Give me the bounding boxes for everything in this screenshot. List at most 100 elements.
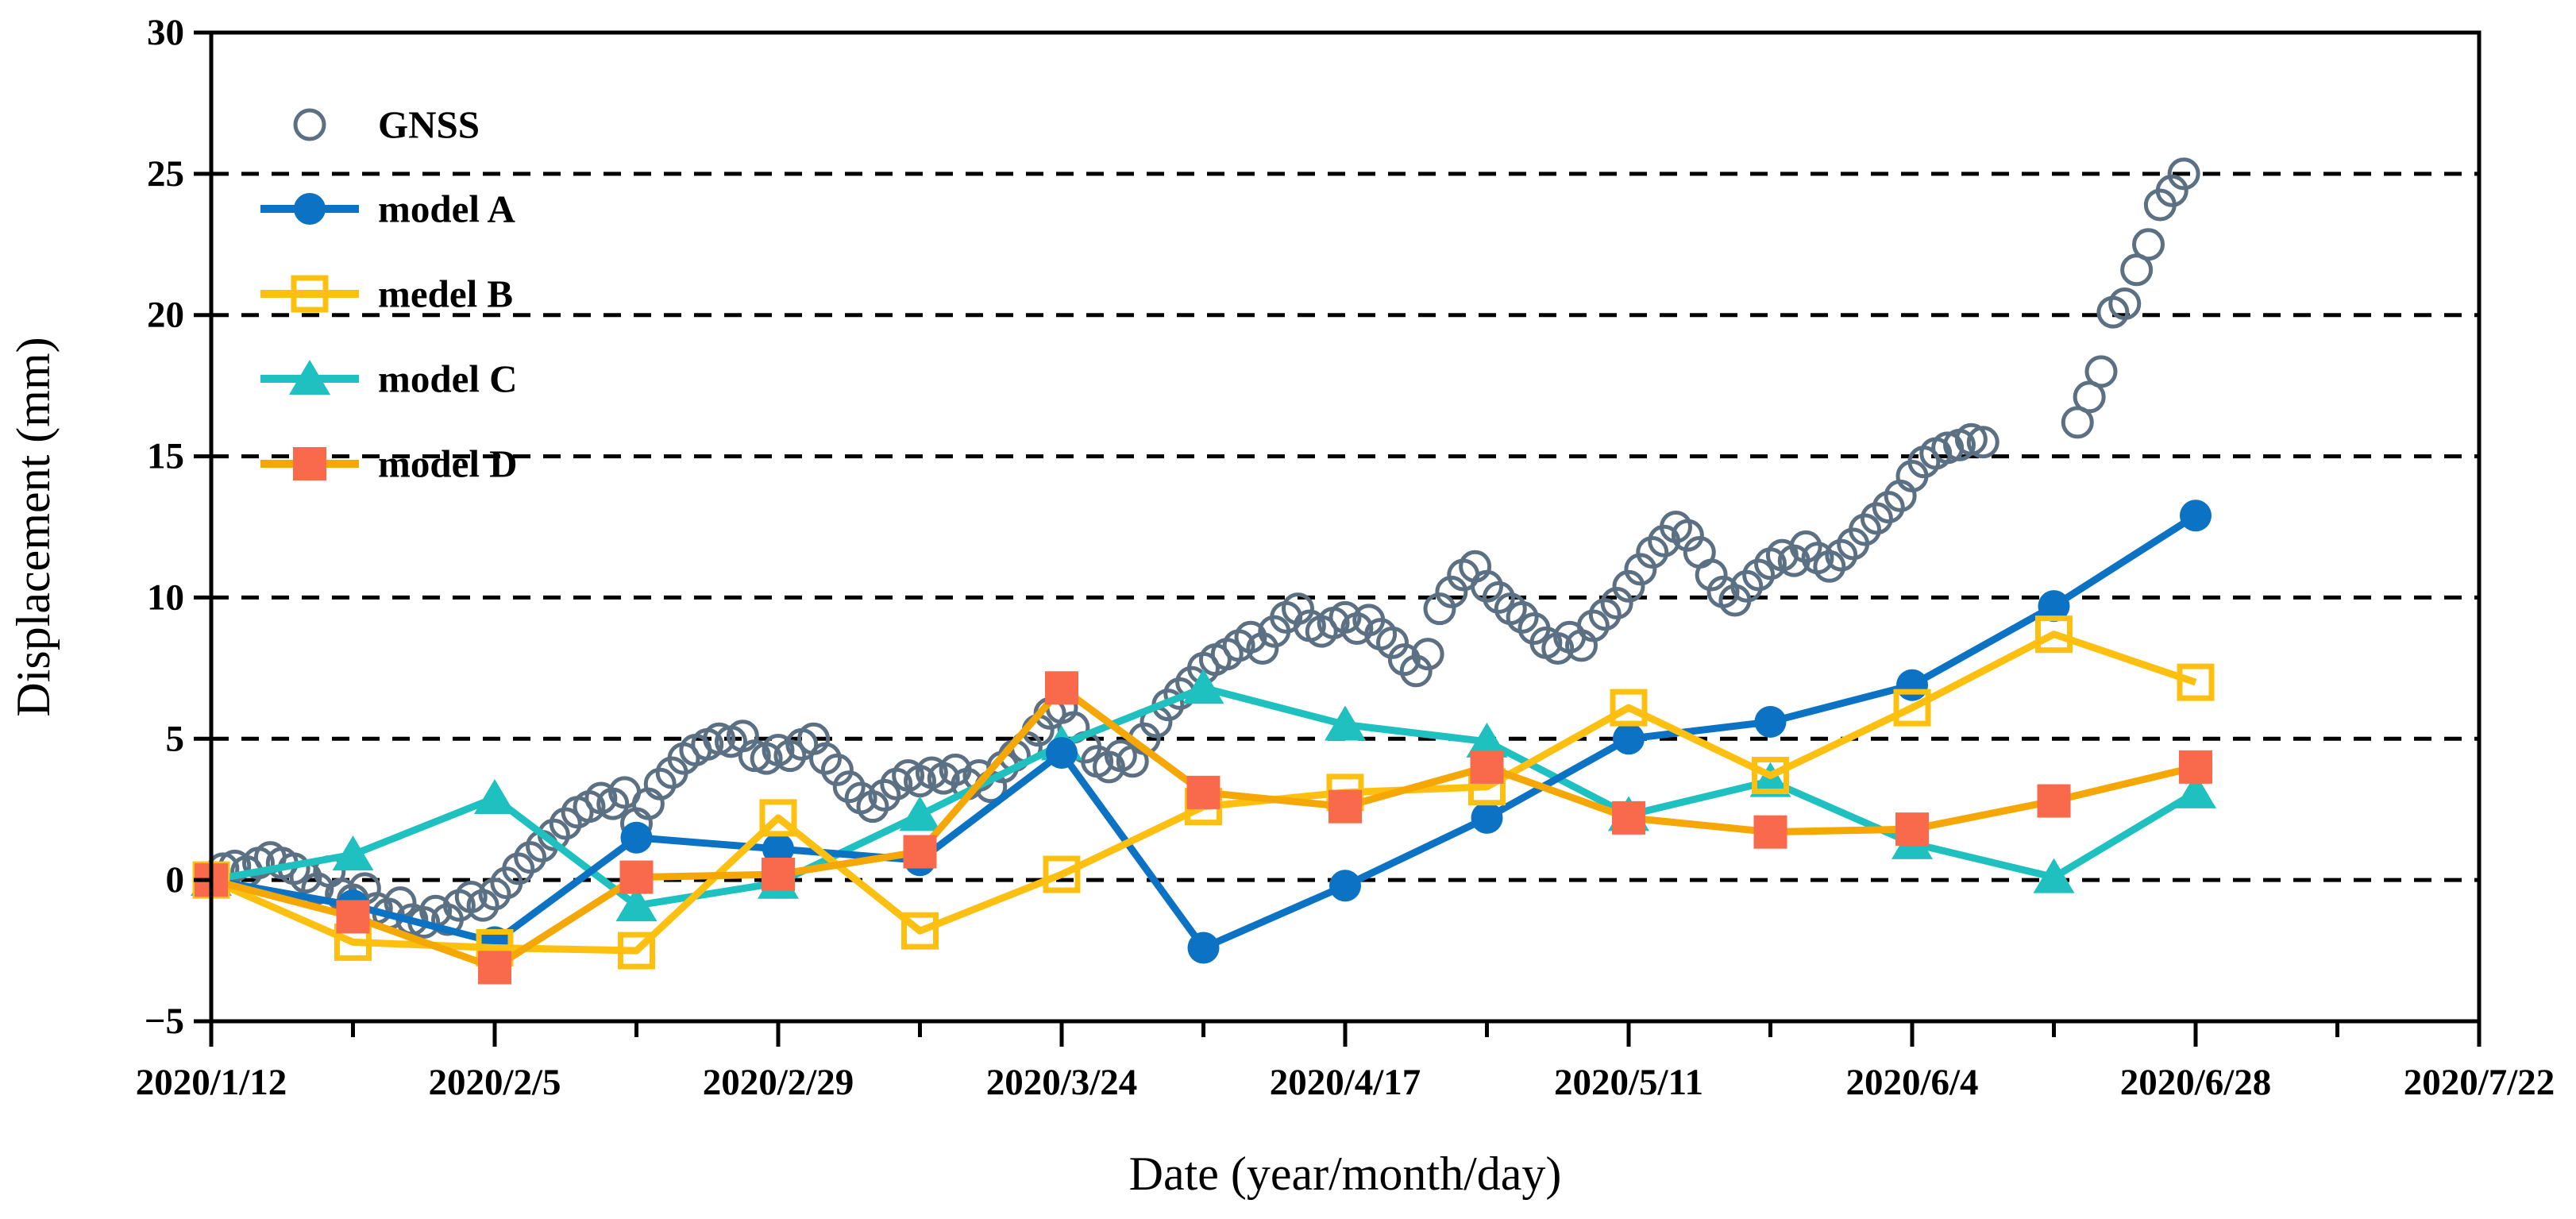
square-marker (762, 858, 795, 892)
triangle-marker (2033, 858, 2075, 893)
square-marker (1612, 800, 1645, 835)
legend-label: model C (378, 357, 518, 401)
gnss-point-marker (1282, 592, 1314, 626)
gnss-point-marker (1435, 575, 1468, 608)
gnss-point-marker (1730, 569, 1764, 603)
legend-label: model D (378, 442, 518, 486)
gnss-point-marker (1600, 587, 1633, 620)
gnss-point-marker (1966, 426, 1999, 459)
y-tick-label: 15 (147, 436, 184, 477)
gnss-point-marker (1624, 553, 1657, 586)
square-marker (2179, 750, 2212, 784)
legend: GNSS model A medel B model C model D (260, 103, 518, 486)
gnss-point-marker (2167, 157, 2200, 191)
open-square-marker (291, 275, 329, 313)
legend-item-medel-b: medel B (260, 272, 513, 316)
circle-marker (1613, 723, 1645, 755)
triangle-marker (1182, 669, 1224, 704)
x-tick-label: 2020/7/22 (2404, 1062, 2555, 1103)
y-tick-label: 20 (147, 295, 184, 336)
gnss-point-marker (1849, 513, 1881, 546)
gnss-point-marker (2155, 174, 2188, 207)
gnss-point-marker (1742, 558, 1776, 592)
gnss-point-marker (703, 722, 736, 755)
gnss-point-marker (596, 787, 630, 820)
circle-marker (1329, 870, 1361, 902)
gnss-point-marker (1954, 422, 1988, 456)
gnss-point-marker (1576, 609, 1610, 642)
x-tick-label: 2020/1/12 (136, 1062, 287, 1103)
gnss-point-marker (1789, 530, 1822, 563)
triangle-marker (2175, 773, 2216, 808)
gnss-point-marker (1636, 536, 1669, 569)
triangle-marker (1749, 762, 1791, 797)
triangle-marker (474, 778, 515, 814)
triangle-marker (289, 360, 330, 395)
y-tick-label: 10 (147, 577, 184, 618)
gnss-point-marker (478, 878, 511, 911)
series-model-d (195, 671, 2212, 985)
square-marker (1753, 815, 1787, 849)
gnss-point-marker (549, 807, 582, 840)
square-marker (619, 860, 654, 894)
circle-marker (1471, 801, 1503, 834)
open-square-marker (2177, 663, 2215, 701)
open-square-marker (1610, 689, 1648, 727)
gnss-point-marker (1813, 550, 1846, 583)
open-square-marker (2035, 615, 2073, 654)
circle-marker (1046, 737, 1078, 770)
open-square-marker (901, 912, 939, 950)
gnss-point-marker (2084, 355, 2118, 388)
gnss-point-marker (514, 841, 547, 874)
legend-item-model-c: model C (260, 357, 518, 401)
open-square-marker (1043, 855, 1081, 893)
gnss-point-marker (1860, 502, 1893, 535)
circle-marker (294, 193, 326, 225)
x-tick-label: 2020/5/11 (1554, 1062, 1703, 1103)
circle-marker (762, 833, 794, 866)
square-marker (478, 951, 511, 985)
gnss-point-marker (1423, 592, 1456, 626)
square-marker (903, 835, 937, 869)
x-axis: 2020/1/12 2020/2/5 2020/2/29 2020/3/24 2020/… (136, 1021, 2555, 1103)
gnss-point-marker (2108, 287, 2142, 320)
gnss-point-marker (643, 767, 677, 800)
circle-marker (2038, 590, 2070, 623)
gnss-point-marker (832, 770, 866, 804)
x-tick-label: 2020/3/24 (986, 1062, 1138, 1103)
x-axis-title: Date (year/month/day) (1129, 1148, 1562, 1200)
square-marker (1045, 671, 1078, 705)
x-tick-label: 2020/2/5 (428, 1062, 561, 1103)
square-marker (2037, 784, 2071, 818)
square-marker (1895, 812, 1929, 847)
open-square-marker (1752, 757, 1789, 795)
circle-marker (620, 821, 653, 854)
y-tick-label: −5 (145, 1001, 184, 1042)
legend-item-gnss: GNSS (293, 103, 480, 147)
gnss-point-marker (2132, 228, 2165, 261)
gnss-point-marker (1093, 750, 1125, 784)
gnss-point-marker (1399, 654, 1433, 688)
gnss-point-marker (466, 889, 499, 922)
circle-marker (1754, 705, 1787, 738)
series-model-a (195, 500, 2212, 964)
triangle-marker (1466, 722, 1508, 758)
y-tick-label: 25 (147, 153, 184, 195)
legend-item-model-a: model A (260, 187, 515, 231)
x-tick-label: 2020/6/28 (2120, 1062, 2272, 1103)
square-marker (1328, 789, 1362, 824)
y-tick-label: 5 (166, 718, 185, 759)
open-square-marker (1893, 689, 1931, 727)
gnss-point-marker (809, 742, 842, 775)
gnss-point-marker (1471, 569, 1503, 603)
gnss-point-marker (301, 872, 334, 905)
square-marker (336, 900, 370, 934)
gnss-point-marker (502, 852, 535, 885)
gnss-point-marker (1246, 631, 1279, 665)
gnss-point-marker (1588, 598, 1622, 631)
gnss-point-marker (1387, 643, 1421, 677)
triangle-marker (899, 796, 941, 831)
triangle-marker (1325, 705, 1366, 741)
